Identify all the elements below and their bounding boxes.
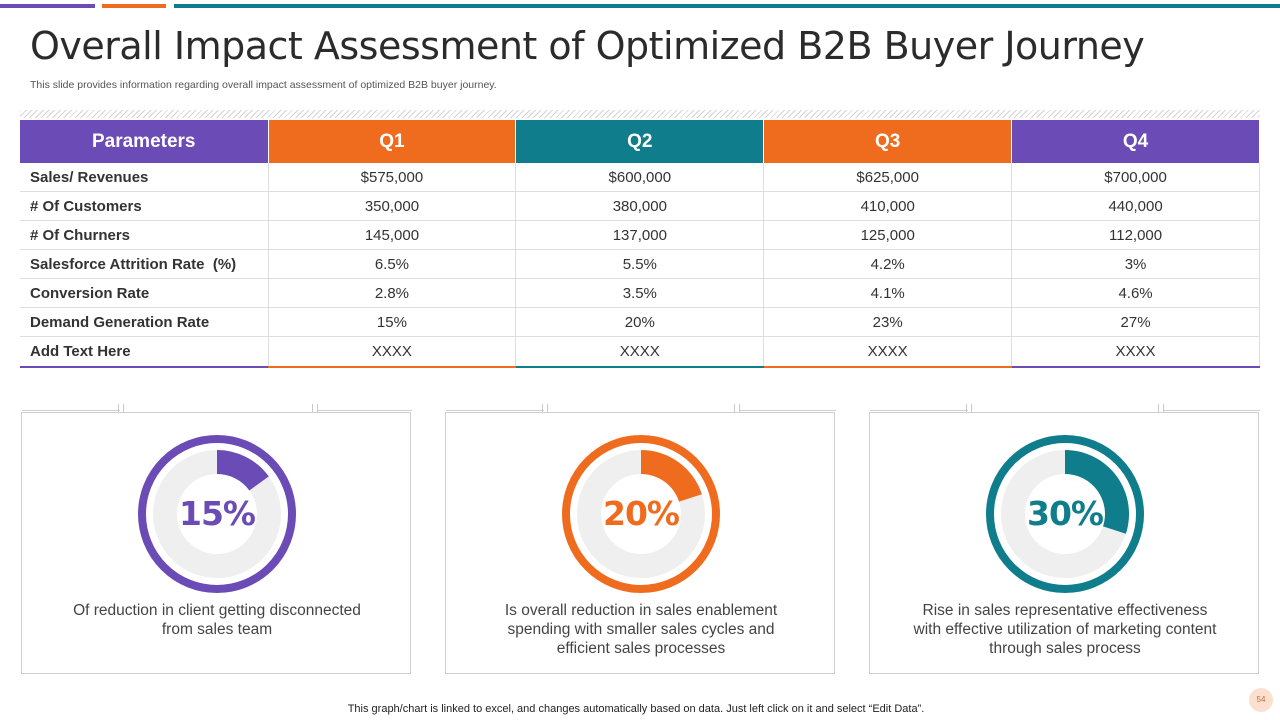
card-bracket-tick [542,404,548,418]
hatch-divider [20,110,1260,118]
accent-bar-teal [174,4,1280,8]
table-cell: 5.5% [515,249,765,279]
percent-value: 20% [603,494,680,533]
impact-card-client: 15% Of reduction in client getting disco… [21,412,411,674]
table-cell: 20% [515,307,765,337]
table-cell: 440,000 [1011,191,1260,221]
header-q1: Q1 [268,120,517,163]
table-cell: XXXX [515,336,765,367]
donut-value-arc [1065,450,1130,534]
table-cell: 2.8% [268,278,517,308]
impact-table: Parameters Q1 Q2 Q3 Q4 Sales/ Revenues $… [20,120,1260,367]
table-row: Conversion Rate 2.8% 3.5% 4.1% 4.6% [20,278,1260,308]
table-underline-orange-2 [764,366,1012,368]
card-bracket-tick [312,404,318,418]
impact-card-enablement: 20% Is overall reduction in sales enable… [445,412,835,674]
table-cell: 125,000 [763,220,1013,250]
page-number: 54 [1249,688,1273,712]
page-title: Overall Impact Assessment of Optimized B… [30,24,1145,68]
table-row: Sales/ Revenues $575,000 $600,000 $625,0… [20,163,1260,192]
row-label: Salesforce Attrition Rate (%) [20,249,269,279]
card-bracket-tick [966,404,972,418]
impact-card-effectiveness: 30% Rise in sales representative effecti… [869,412,1259,674]
table-row: Demand Generation Rate 15% 20% 23% 27% [20,307,1260,337]
table-cell: 27% [1011,307,1260,337]
table-row: # Of Churners 145,000 137,000 125,000 11… [20,220,1260,250]
table-cell: $575,000 [268,163,517,192]
table-underline-orange [268,366,516,368]
card-bracket-line [1164,410,1260,411]
table-cell: 6.5% [268,249,517,279]
card-description: Rise in sales representative effectivene… [913,602,1217,657]
table-cell: 410,000 [763,191,1013,221]
percent-value: 15% [179,494,256,533]
table-cell: 15% [268,307,517,337]
header-q4: Q4 [1011,120,1260,163]
donut-value-arc [641,450,702,502]
page-subtitle: This slide provides information regardin… [30,79,497,91]
table-row: Add Text Here XXXX XXXX XXXX XXXX [20,336,1260,367]
table-cell: 4.6% [1011,278,1260,308]
table-cell: $625,000 [763,163,1013,192]
percent-value: 30% [1027,494,1104,533]
row-label: # Of Customers [20,191,269,221]
card-bracket-tick [734,404,740,418]
donut-chart [138,435,296,593]
table-cell: 23% [763,307,1013,337]
table-cell: $600,000 [515,163,765,192]
table-underline-purple-2 [1012,366,1260,368]
table-row: Salesforce Attrition Rate (%) 6.5% 5.5% … [20,249,1260,279]
donut-outer-ring [138,435,296,593]
table-cell: XXXX [763,336,1013,367]
donut-value-arc [217,450,269,491]
table-underline-purple [20,366,268,368]
donut-chart [562,435,720,593]
table-cell: XXXX [1011,336,1260,367]
table-row: # Of Customers 350,000 380,000 410,000 4… [20,191,1260,221]
table-underline-teal [516,366,764,368]
donut-chart [986,435,1144,593]
table-cell: XXXX [268,336,517,367]
row-label: Sales/ Revenues [20,163,269,192]
card-bracket-line [446,410,544,411]
header-parameters: Parameters [20,120,269,163]
table-cell: 137,000 [515,220,765,250]
table-cell: 4.1% [763,278,1013,308]
card-bracket-line [740,410,836,411]
header-q3: Q3 [763,120,1013,163]
footer-note: This graph/chart is linked to excel, and… [347,703,925,715]
accent-bar-orange [102,4,166,8]
card-description: Is overall reduction in sales enablement… [504,602,778,657]
card-bracket-line [318,410,412,411]
row-label: Demand Generation Rate [20,307,269,337]
table-cell: $700,000 [1011,163,1260,192]
table-cell: 3.5% [515,278,765,308]
table-cell: 350,000 [268,191,517,221]
header-q2: Q2 [515,120,765,163]
card-bracket-tick [118,404,124,418]
card-description: Of reduction in client getting disconnec… [73,602,361,638]
table-cell: 112,000 [1011,220,1260,250]
row-label: Add Text Here [20,336,269,367]
accent-bar-purple [0,4,95,8]
donut-outer-ring [562,435,720,593]
table-cell: 4.2% [763,249,1013,279]
table-cell: 380,000 [515,191,765,221]
row-label: Conversion Rate [20,278,269,308]
table-cell: 145,000 [268,220,517,250]
donut-outer-ring [986,435,1144,593]
row-label: # Of Churners [20,220,269,250]
card-bracket-tick [1158,404,1164,418]
card-bracket-line [870,410,968,411]
table-cell: 3% [1011,249,1260,279]
card-bracket-line [22,410,120,411]
table-header-row: Parameters Q1 Q2 Q3 Q4 [20,120,1260,163]
